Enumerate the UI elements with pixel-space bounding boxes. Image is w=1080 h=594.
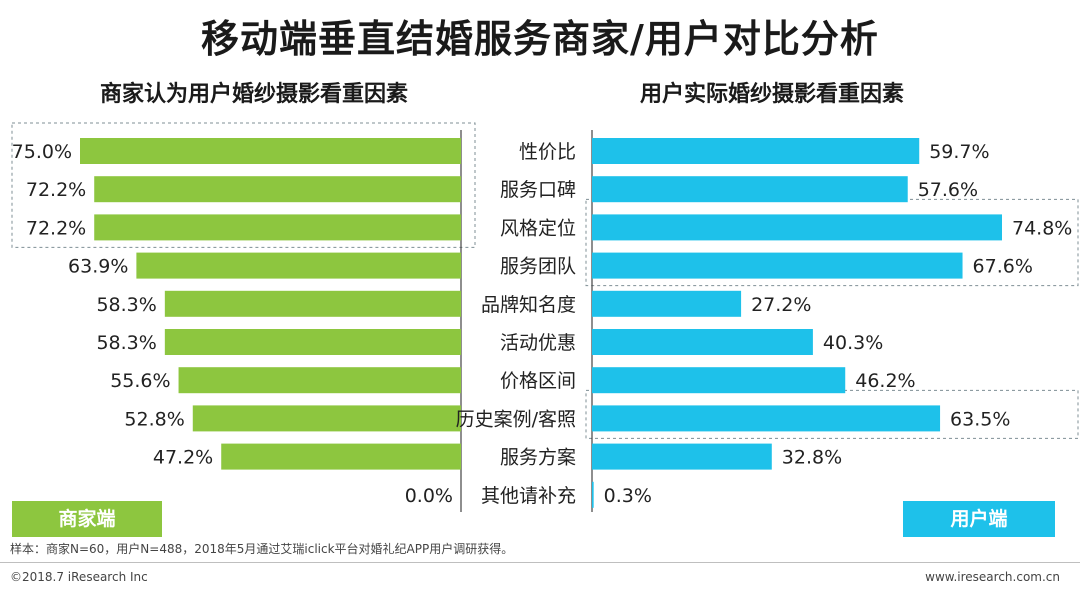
copyright: ©2018.7 iResearch Inc <box>10 570 148 584</box>
category-label-5: 活动优惠 <box>500 332 576 354</box>
user-bar-1 <box>592 176 908 203</box>
user-value-label-0: 59.7% <box>929 141 989 163</box>
merchant-bar-3 <box>136 252 461 279</box>
website: www.iresearch.com.cn <box>925 570 1060 584</box>
category-label-6: 价格区间 <box>500 370 576 392</box>
merchant-value-label-1: 72.2% <box>26 179 86 201</box>
category-label-9: 其他请补充 <box>481 485 576 507</box>
merchant-value-label-8: 47.2% <box>153 447 213 469</box>
user-value-label-1: 57.6% <box>918 179 978 201</box>
merchant-bar-2 <box>94 214 461 241</box>
merchant-value-label-2: 72.2% <box>26 217 86 239</box>
page-title: 移动端垂直结婚服务商家/用户对比分析 <box>201 17 879 61</box>
merchant-bar-6 <box>178 367 461 394</box>
user-value-label-8: 32.8% <box>782 447 842 469</box>
category-label-3: 服务团队 <box>500 256 576 278</box>
user-value-label-6: 46.2% <box>855 370 915 392</box>
user-bar-2 <box>592 214 1002 241</box>
merchant-legend: 商家端 <box>12 501 162 537</box>
merchant-value-label-9: 0.0% <box>405 485 453 507</box>
merchant-bar-7 <box>192 405 461 432</box>
category-label-1: 服务口碑 <box>500 179 576 201</box>
merchant-bar-4 <box>164 290 461 317</box>
user-bar-0 <box>592 138 920 164</box>
merchant-bar-5 <box>164 329 461 355</box>
merchant-value-label-6: 55.6% <box>110 370 170 392</box>
category-label-7: 历史案例/客照 <box>456 408 576 430</box>
user-bar-8 <box>592 443 772 470</box>
user-value-label-5: 40.3% <box>823 332 883 354</box>
user-chart-title: 用户实际婚纱摄影看重因素 <box>640 82 905 107</box>
user-value-label-9: 0.3% <box>604 485 652 507</box>
category-label-4: 品牌知名度 <box>481 294 576 316</box>
merchant-value-label-4: 58.3% <box>96 294 156 316</box>
merchant-value-label-7: 52.8% <box>124 408 184 430</box>
merchant-highlight-box-0 <box>11 122 476 248</box>
merchant-bar-1 <box>94 176 461 203</box>
sample-note: 样本：商家N=60，用户N=488，2018年5月通过艾瑞iclick平台对婚礼… <box>10 542 514 556</box>
user-bar-5 <box>592 329 813 355</box>
user-bar-6 <box>592 367 846 394</box>
merchant-chart-title: 商家认为用户婚纱摄影看重因素 <box>100 82 409 107</box>
merchant-bar-0 <box>80 138 461 164</box>
category-label-0: 性价比 <box>519 141 576 163</box>
user-value-label-2: 74.8% <box>1012 217 1072 239</box>
merchant-value-label-0: 75.0% <box>12 141 72 163</box>
user-value-label-4: 27.2% <box>751 294 811 316</box>
merchant-value-label-3: 63.9% <box>68 256 128 278</box>
user-bar-7 <box>592 405 941 432</box>
user-bar-9 <box>592 481 594 508</box>
merchant-value-label-5: 58.3% <box>96 332 156 354</box>
user-legend: 用户端 <box>903 501 1055 537</box>
user-value-label-3: 67.6% <box>973 256 1033 278</box>
category-label-2: 风格定位 <box>500 217 576 239</box>
user-bar-4 <box>592 290 742 317</box>
user-bar-3 <box>592 252 963 279</box>
footer-divider <box>0 562 1080 563</box>
user-value-label-7: 63.5% <box>950 408 1010 430</box>
category-label-8: 服务方案 <box>500 447 576 469</box>
merchant-bar-8 <box>221 443 461 470</box>
